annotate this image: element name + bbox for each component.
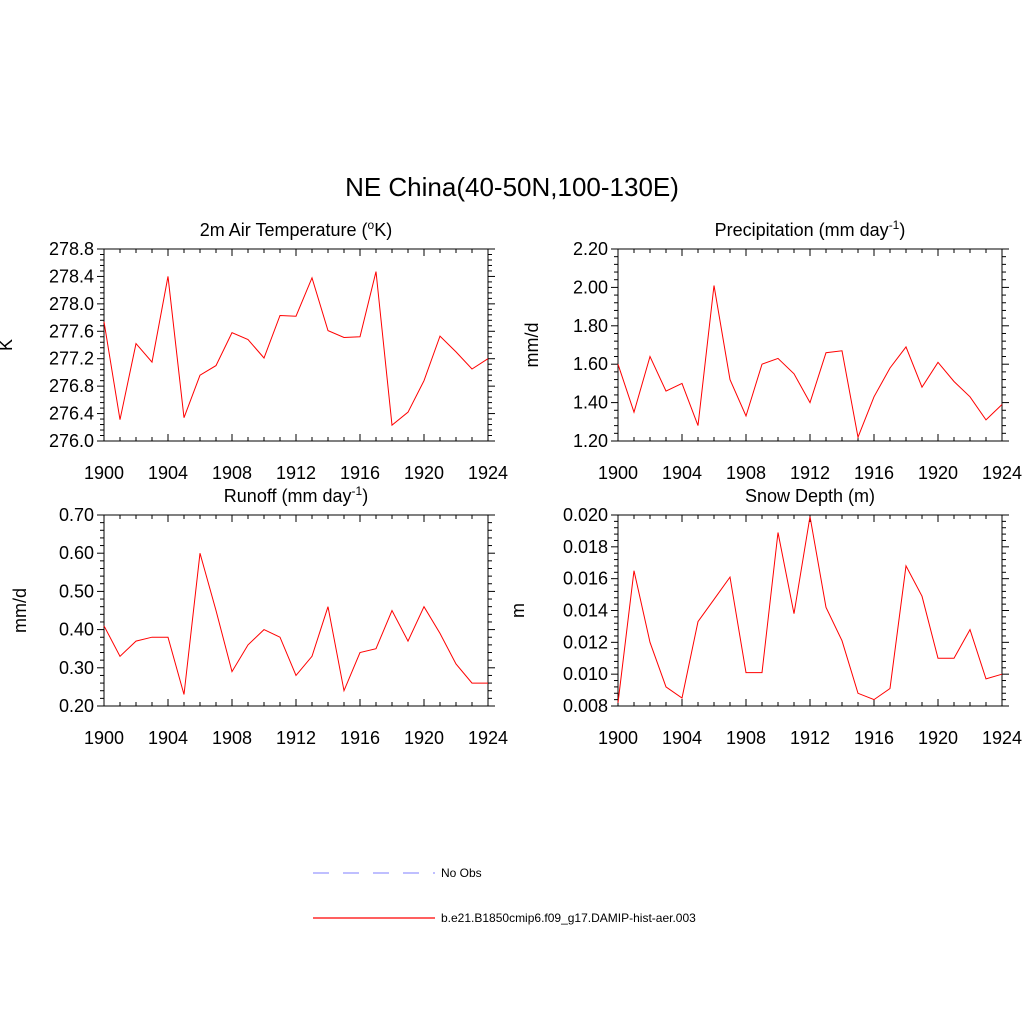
panel-title-suffix: ): [362, 486, 368, 506]
series-line: [617, 516, 1003, 703]
y-axis-label: m: [508, 603, 528, 618]
y-tick-label: 0.012: [563, 632, 608, 652]
panel-2: 1900 1904 1908 1912 1916 1920 1924 1.20 1.40 1.60…: [522, 218, 1022, 483]
panel-title-superscript: -1: [889, 218, 900, 232]
x-tick-label: 1912: [790, 728, 830, 748]
series-line: [103, 271, 489, 427]
x-tick-label: 1904: [662, 728, 702, 748]
panel-title-text: 2m Air Temperature (: [200, 220, 368, 240]
x-tick-label: 1900: [598, 728, 638, 748]
series-line: [103, 553, 488, 695]
x-tick-label: 1912: [790, 463, 830, 483]
x-tick-label: 1916: [340, 463, 380, 483]
y-tick-label: 277.2: [49, 349, 94, 369]
x-tick-label: 1908: [212, 728, 252, 748]
legend: No Obs b.e21.B1850cmip6.f09_g17.DAMIP-his…: [313, 866, 696, 925]
y-tick-label: 1.60: [573, 354, 608, 374]
x-tick-label: 1920: [918, 728, 958, 748]
y-tick-label: 277.6: [49, 321, 94, 341]
y-tick-label: 0.014: [563, 601, 608, 621]
x-tick-label: 1904: [662, 463, 702, 483]
x-tick-label: 1900: [84, 728, 124, 748]
y-tick-label: 2.20: [573, 239, 608, 259]
y-tick-label: 0.30: [59, 658, 94, 678]
x-tick-label: 1916: [340, 728, 380, 748]
panel-4: 1900 1904 1908 1912 1916 1920 1924 0.008 0.010 0.…: [508, 486, 1022, 748]
legend-label-1: No Obs: [441, 866, 482, 880]
y-tick-label: 278.4: [49, 266, 94, 286]
panel-title-text: Snow Depth (m): [745, 486, 875, 506]
plot-frame: [103, 248, 489, 442]
y-tick-label: 0.010: [563, 664, 608, 684]
panels: 1900 1904 1908 1912 1916 1920 1924 276.0 276.4 27…: [0, 218, 1022, 748]
panel-title-superscript: -1: [352, 484, 363, 498]
panel-title-suffix: ): [899, 220, 905, 240]
plot-frame: [617, 248, 1003, 442]
x-tick-label: 1924: [982, 463, 1022, 483]
x-tick-label: 1920: [404, 728, 444, 748]
y-tick-label: 276.0: [49, 431, 94, 451]
y-tick-label: 0.008: [563, 696, 608, 716]
x-tick-label: 1900: [598, 463, 638, 483]
x-tick-label: 1916: [854, 463, 894, 483]
x-tick-label: 1916: [854, 728, 894, 748]
y-axis-label: mm/d: [10, 588, 30, 633]
panel-title: Snow Depth (m): [745, 486, 875, 506]
panel-title: 2m Air Temperature (oK): [200, 218, 392, 240]
series-line: [617, 285, 1003, 440]
x-tick-label: 1924: [468, 463, 508, 483]
x-tick-label: 1900: [84, 463, 124, 483]
y-tick-label: 0.50: [59, 581, 94, 601]
x-tick-label: 1920: [918, 463, 958, 483]
plot-frame: [103, 514, 489, 707]
x-tick-label: 1908: [726, 463, 766, 483]
y-tick-label: 1.40: [573, 393, 608, 413]
x-tick-label: 1924: [982, 728, 1022, 748]
x-tick-label: 1912: [276, 728, 316, 748]
panel-3: 1900 1904 1908 1912 1916 1920 1924 0.20 0.30 0.40…: [10, 484, 508, 748]
x-tick-label: 1924: [468, 728, 508, 748]
main-title: NE China(40-50N,100-130E): [345, 172, 679, 202]
x-tick-label: 1908: [212, 463, 252, 483]
x-tick-label: 1912: [276, 463, 316, 483]
x-tick-label: 1908: [726, 728, 766, 748]
y-tick-label: 0.018: [563, 537, 608, 557]
panel-title: Runoff (mm day-1): [224, 484, 368, 506]
y-tick-label: 0.016: [563, 569, 608, 589]
y-tick-label: 2.00: [573, 277, 608, 297]
panel-1: 1900 1904 1908 1912 1916 1920 1924 276.0 276.4 27…: [0, 218, 508, 483]
panel-title-suffix: K): [374, 220, 392, 240]
legend-label-2: b.e21.B1850cmip6.f09_g17.DAMIP-hist-aer.…: [441, 911, 696, 925]
panel-title-text: Runoff (mm day: [224, 486, 352, 506]
y-tick-label: 276.8: [49, 376, 94, 396]
y-tick-label: 1.20: [573, 431, 608, 451]
y-tick-label: 0.020: [563, 505, 608, 525]
x-tick-label: 1904: [148, 728, 188, 748]
y-tick-label: 0.20: [59, 696, 94, 716]
y-tick-label: 0.40: [59, 620, 94, 640]
y-tick-label: 1.80: [573, 316, 608, 336]
x-tick-label: 1920: [404, 463, 444, 483]
y-axis-label: K: [0, 339, 16, 351]
x-tick-label: 1904: [148, 463, 188, 483]
plot-frame: [617, 514, 1003, 707]
y-tick-label: 0.70: [59, 505, 94, 525]
panel-title-text: Precipitation (mm day: [715, 220, 889, 240]
y-tick-label: 278.0: [49, 294, 94, 314]
y-tick-label: 276.4: [49, 404, 94, 424]
y-tick-label: 0.60: [59, 543, 94, 563]
panel-title-superscript: o: [368, 218, 375, 232]
y-axis-label: mm/d: [522, 323, 542, 368]
panel-title: Precipitation (mm day-1): [715, 218, 906, 240]
y-tick-label: 278.8: [49, 239, 94, 259]
